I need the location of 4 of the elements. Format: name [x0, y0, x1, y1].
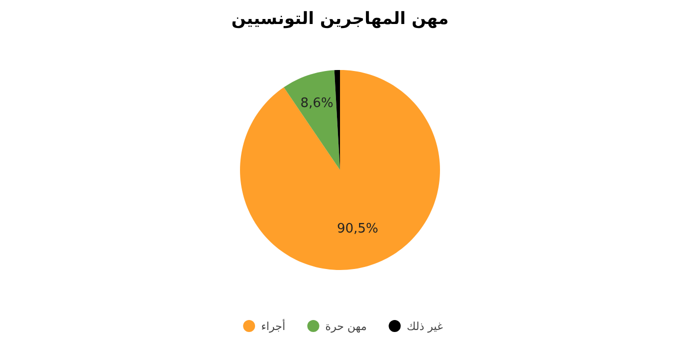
legend-label: غير ذلك: [406, 320, 444, 333]
legend-label: أجراء: [261, 319, 286, 333]
legend-label: مهن حرة: [325, 320, 367, 333]
title: مهن المهاجرين التونسيين: [231, 9, 449, 29]
